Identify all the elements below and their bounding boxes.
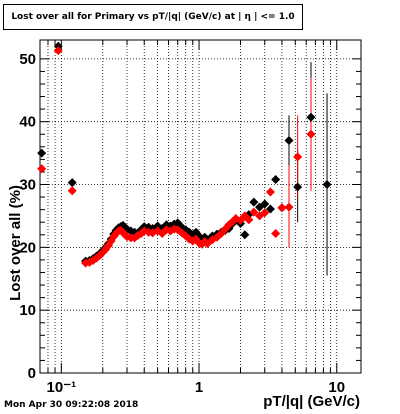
axis-ticks <box>39 40 361 374</box>
y-tick-label: 10 <box>19 302 36 319</box>
data-point <box>67 186 77 196</box>
x-tick-label: 1 <box>195 379 203 396</box>
data-point <box>249 207 259 217</box>
data-point <box>306 129 316 139</box>
data-point <box>249 197 259 207</box>
y-tick-label: 40 <box>19 114 36 131</box>
data-point <box>260 199 270 209</box>
data-point <box>240 230 250 240</box>
data-point <box>122 232 132 242</box>
timestamp-footer: Mon Apr 30 09:22:08 2018 <box>4 400 139 410</box>
data-point <box>271 229 281 239</box>
grid <box>39 40 361 374</box>
y-axis-label: Lost over all (%) <box>7 185 24 301</box>
data-point <box>293 152 303 162</box>
y-tick-label: 0 <box>28 365 36 382</box>
data-point <box>37 164 47 174</box>
data-point <box>277 203 287 213</box>
y-tick-label: 20 <box>19 239 36 256</box>
data-point <box>284 202 294 212</box>
data-point <box>322 180 332 190</box>
data-point <box>244 215 254 225</box>
data-point <box>53 46 63 56</box>
data-point <box>265 204 275 214</box>
plot-frame <box>39 39 362 374</box>
error-bars <box>288 61 328 276</box>
data-point <box>271 174 281 184</box>
data-series <box>37 41 332 268</box>
series-red <box>37 46 316 268</box>
data-point <box>67 178 77 188</box>
x-axis-label: pT/|q| (GeV/c) <box>263 393 360 410</box>
chart-title: Lost over all for Primary vs pT/|q| (GeV… <box>3 4 303 30</box>
x-tick-label: 10⁻¹ <box>47 379 77 396</box>
tick-labels: 10⁻¹ 1 10 0 10 20 30 40 50 <box>19 51 345 396</box>
y-tick-label: 30 <box>19 177 36 194</box>
data-point <box>284 136 294 146</box>
data-point <box>260 208 270 218</box>
data-point <box>265 187 275 197</box>
data-point <box>37 148 47 158</box>
data-point <box>293 182 303 192</box>
x-tick-label: 10 <box>328 379 345 396</box>
y-tick-label: 50 <box>19 51 36 68</box>
data-point <box>306 112 316 122</box>
